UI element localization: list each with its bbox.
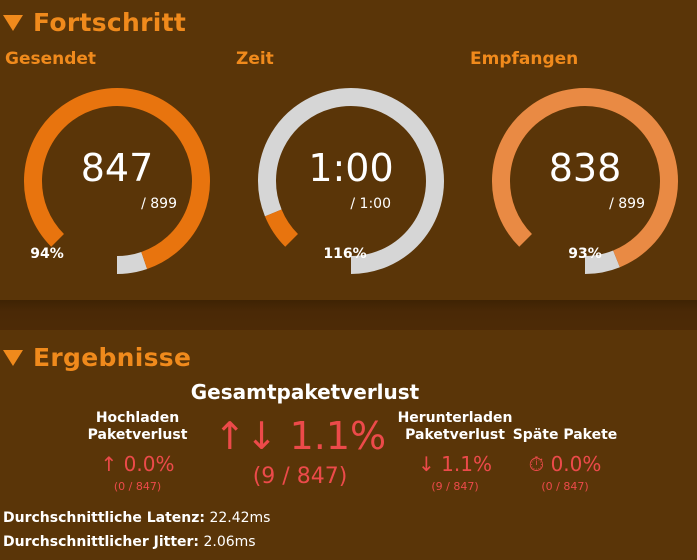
gauge-label-sent: Gesendet (5, 49, 97, 69)
gauge-received: 838 / 899 93% (490, 86, 680, 276)
gauge-time-ring (258, 88, 444, 274)
gauge-sent-value: 847 (80, 146, 154, 190)
download-loss-value: ↓ 1.1% (418, 452, 492, 476)
upload-loss-title-line2: Paketverlust (87, 427, 188, 443)
average-jitter-value: 2.06ms (203, 534, 256, 550)
gauge-received-percent: 93% (568, 246, 602, 262)
download-loss-title-line1: Herunterladen (397, 410, 513, 426)
gauge-sent-ring (24, 88, 210, 274)
gauge-received-total: / 899 (609, 196, 645, 212)
total-loss-title: Gesamtpaketverlust (190, 380, 420, 404)
download-loss-count: (9 / 847) (431, 480, 479, 493)
progress-section-header[interactable]: Fortschritt (0, 8, 186, 37)
gauge-time-value: 1:00 (308, 146, 394, 190)
upload-loss-value: ↑ 0.0% (100, 452, 175, 476)
gauge-label-received: Empfangen (470, 49, 579, 69)
download-loss-title-line2: Paketverlust (405, 427, 505, 443)
upload-loss-count: (0 / 847) (113, 480, 162, 493)
progress-section-title: Fortschritt (33, 8, 187, 37)
results-section-title: Ergebnisse (33, 343, 192, 372)
gauge-sent-percent: 94% (30, 246, 64, 262)
gauge-time: 1:00 / 1:00 116% (256, 86, 446, 276)
late-packets-count: (0 / 847) (541, 480, 589, 493)
average-latency-line: Durchschnittliche Latenz: 22.42ms (3, 510, 270, 526)
collapse-triangle-icon[interactable] (3, 14, 23, 31)
section-divider (0, 300, 697, 330)
gauge-sent-total: / 899 (141, 196, 177, 212)
average-latency-value: 22.42ms (209, 510, 271, 526)
gauge-received-value: 838 (548, 146, 622, 190)
gauge-label-time: Zeit (236, 49, 274, 69)
gauge-sent: 847 / 899 94% (22, 86, 212, 276)
gauge-time-total: / 1:00 (350, 196, 391, 212)
upload-loss-title-line1: Hochladen (95, 410, 180, 426)
late-packets-title: Späte Pakete (512, 427, 618, 443)
total-loss-count: (9 / 847) (252, 464, 348, 489)
total-loss-value: ↑↓ 1.1% (213, 414, 387, 458)
gauge-time-percent: 116% (323, 246, 367, 262)
results-section-header[interactable]: Ergebnisse (0, 343, 191, 372)
upload-loss-title: Hochladen Paketverlust (75, 410, 200, 444)
gauge-received-ring (492, 88, 678, 274)
download-loss-title: Herunterladen Paketverlust (385, 410, 525, 444)
average-latency-label: Durchschnittliche Latenz: (3, 510, 206, 526)
late-packets-value: ⏱ 0.0% (528, 452, 602, 476)
collapse-triangle-icon[interactable] (3, 349, 23, 366)
average-jitter-line: Durchschnittlicher Jitter: 2.06ms (3, 534, 256, 550)
average-jitter-label: Durchschnittlicher Jitter: (3, 534, 200, 550)
